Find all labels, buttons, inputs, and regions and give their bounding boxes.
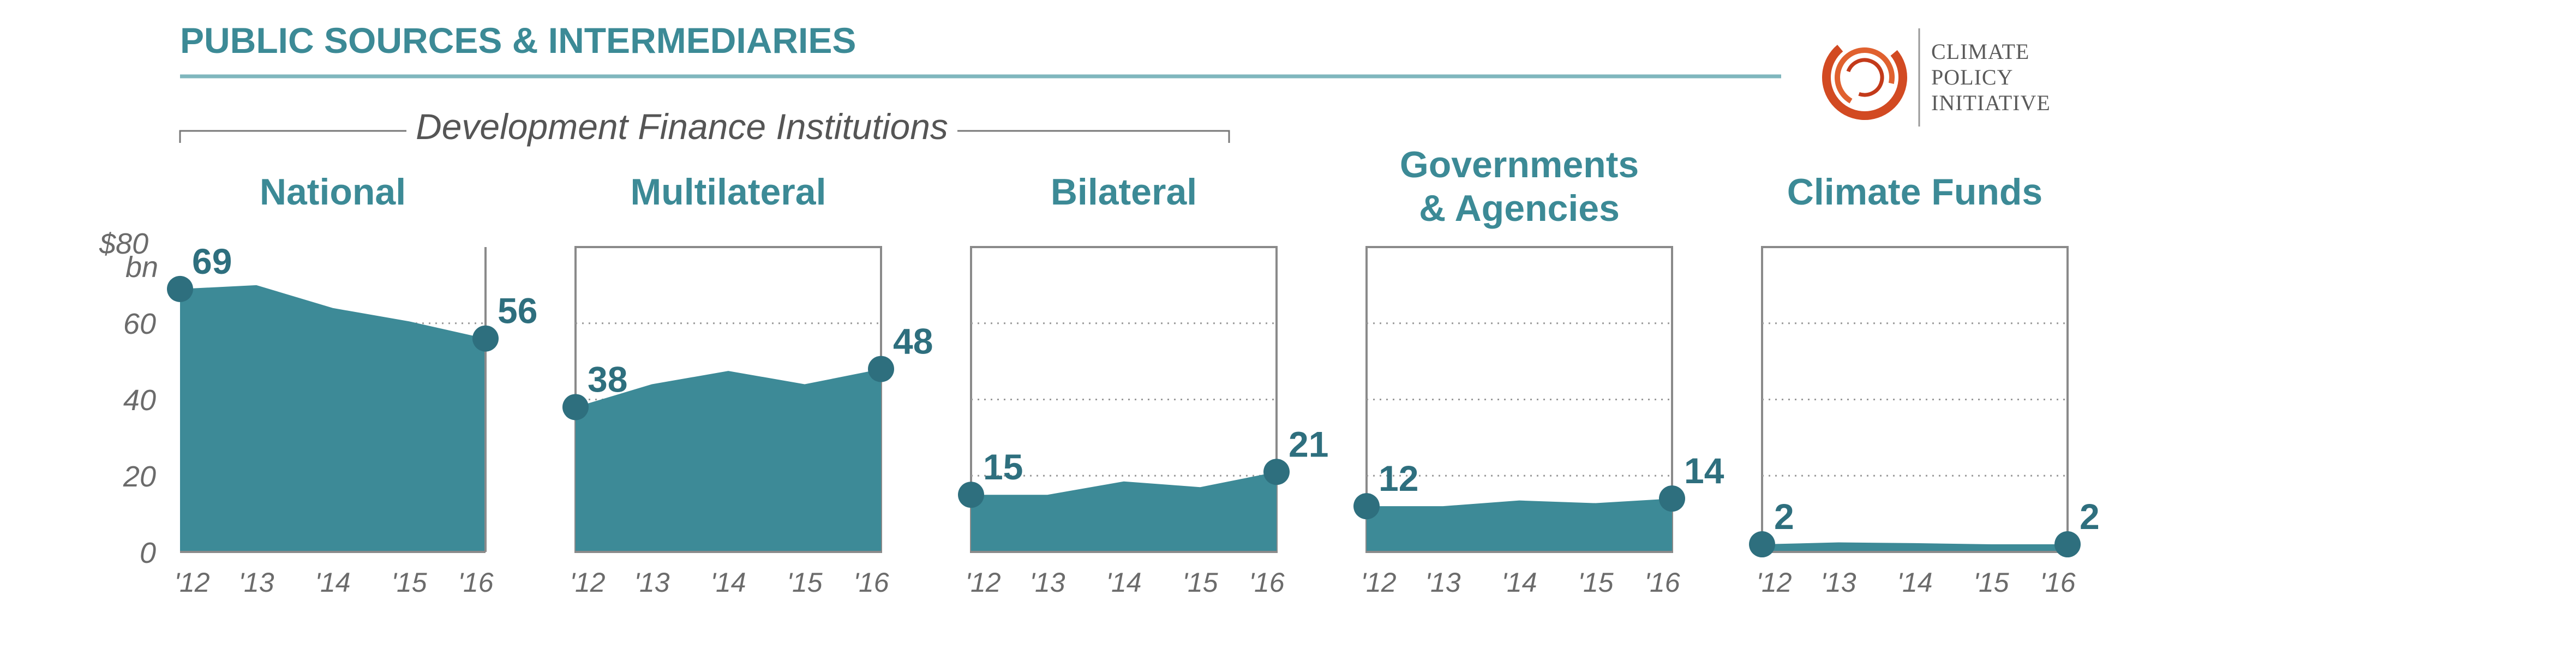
x-tick-label: '14 bbox=[710, 567, 746, 598]
point-last bbox=[1263, 459, 1290, 485]
x-tick-label: '13 bbox=[1029, 567, 1065, 598]
panel-1: National 69 56 '12 '13 '14 '15 '16 bbox=[167, 171, 537, 598]
data-label-last: 56 bbox=[498, 291, 537, 331]
data-label-first: 15 bbox=[983, 447, 1023, 487]
x-tick-label: '16 bbox=[1249, 567, 1284, 598]
x-tick-label: '15 bbox=[1578, 567, 1613, 598]
x-tick-label: '14 bbox=[1501, 567, 1537, 598]
figure-title: PUBLIC SOURCES & INTERMEDIARIES bbox=[180, 20, 856, 61]
area-series bbox=[180, 285, 486, 552]
point-first bbox=[1353, 493, 1380, 520]
panels: National 69 56 '12 '13 '14 '15 '16 Multilateral 3… bbox=[167, 144, 2100, 598]
panel-5: Climate Funds 2 2 '12 '13 '14 '15 '16 bbox=[1749, 171, 2100, 598]
area-series bbox=[576, 369, 881, 552]
point-first bbox=[958, 482, 984, 508]
data-label-first: 69 bbox=[192, 241, 232, 281]
x-tick-label: '13 bbox=[1425, 567, 1460, 598]
x-tick-label: '13 bbox=[634, 567, 669, 598]
bracket-label: Development Finance Institutions bbox=[416, 106, 948, 147]
x-tick-label: '12 bbox=[965, 567, 1001, 598]
logo-line-3: INITIATIVE bbox=[1931, 91, 2051, 115]
x-tick-label: '13 bbox=[1820, 567, 1856, 598]
panel-title: Multilateral bbox=[631, 171, 826, 213]
x-tick-label: '12 bbox=[1361, 567, 1396, 598]
x-tick-label: '15 bbox=[1182, 567, 1218, 598]
y-tick-20: 20 bbox=[123, 460, 156, 493]
logo-line-2: POLICY bbox=[1931, 65, 2013, 89]
x-tick-label: '14 bbox=[1897, 567, 1932, 598]
x-tick-label: '16 bbox=[458, 567, 493, 598]
panel-title-line-1: Governments bbox=[1400, 144, 1639, 185]
panel-title: Bilateral bbox=[1051, 171, 1197, 213]
x-tick-label: '15 bbox=[787, 567, 822, 598]
dfi-bracket: Development Finance Institutions bbox=[179, 106, 1230, 147]
logo-line-1: CLIMATE bbox=[1931, 39, 2029, 64]
data-label-first: 12 bbox=[1379, 458, 1418, 498]
y-tick-0: 0 bbox=[140, 537, 156, 569]
y-tick-60: 60 bbox=[123, 308, 156, 340]
panel-title: National bbox=[260, 171, 406, 213]
x-tick-label: '14 bbox=[1106, 567, 1141, 598]
bracket-left-line bbox=[179, 130, 406, 143]
data-label-first: 38 bbox=[588, 359, 627, 399]
x-tick-label: '15 bbox=[1973, 567, 2009, 598]
point-last bbox=[472, 325, 499, 352]
x-tick-label: '12 bbox=[570, 567, 605, 598]
x-tick-label: '12 bbox=[1756, 567, 1792, 598]
area-series bbox=[1762, 542, 2068, 552]
y-axis: $80 bn 60 40 20 0 bbox=[99, 227, 158, 569]
data-label-first: 2 bbox=[1774, 496, 1794, 537]
data-label-last: 14 bbox=[1684, 450, 1724, 491]
point-last bbox=[868, 356, 894, 382]
panel-title: Climate Funds bbox=[1787, 171, 2043, 213]
point-last bbox=[2054, 531, 2081, 558]
panel-title-line-2: & Agencies bbox=[1419, 188, 1620, 229]
area-series bbox=[1367, 498, 1672, 552]
x-tick-label: '13 bbox=[238, 567, 274, 598]
y-unit-top: $80 bbox=[99, 227, 148, 260]
climate-policy-initiative-logo-icon bbox=[1822, 35, 1907, 120]
x-tick-label: '16 bbox=[853, 567, 889, 598]
x-tick-label: '12 bbox=[174, 567, 209, 598]
x-tick-label: '15 bbox=[391, 567, 427, 598]
y-tick-40: 40 bbox=[123, 384, 156, 417]
point-first bbox=[167, 275, 193, 302]
data-label-last: 21 bbox=[1289, 424, 1328, 464]
data-label-last: 48 bbox=[893, 321, 933, 362]
x-tick-label: '14 bbox=[315, 567, 350, 598]
y-unit-bottom: bn bbox=[125, 251, 158, 284]
point-first bbox=[1749, 531, 1775, 558]
point-first bbox=[562, 394, 589, 420]
panel-2: Multilateral 38 48 '12 '13 '14 '15 '16 bbox=[562, 171, 933, 598]
bracket-right-line bbox=[957, 130, 1230, 143]
logo: CLIMATE POLICY INITIATIVE bbox=[1822, 28, 2051, 127]
data-label-last: 2 bbox=[2080, 496, 2100, 537]
x-tick-label: '16 bbox=[2040, 567, 2075, 598]
point-last bbox=[1659, 485, 1685, 512]
panel-4: Governments& Agencies 12 14 '12 '13 '14 '15 '16 bbox=[1353, 144, 1724, 598]
area-series bbox=[971, 472, 1277, 552]
panel-3: Bilateral 15 21 '12 '13 '14 '15 '16 bbox=[958, 171, 1328, 598]
x-tick-label: '16 bbox=[1644, 567, 1680, 598]
